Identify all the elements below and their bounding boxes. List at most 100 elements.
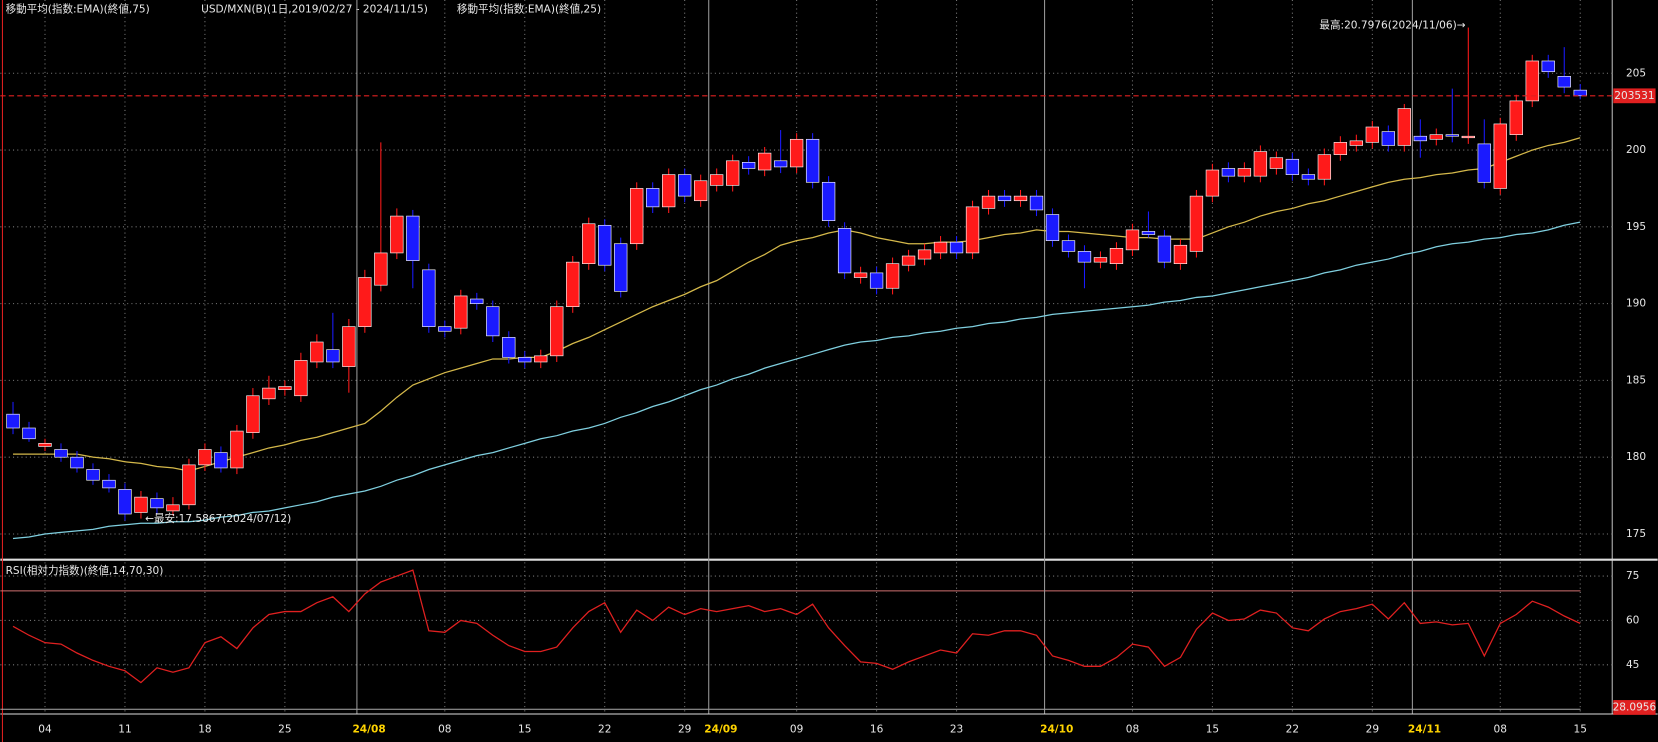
candle-body bbox=[662, 174, 676, 208]
candle-body bbox=[406, 215, 420, 261]
candle-body bbox=[949, 241, 964, 254]
candle-body bbox=[438, 326, 452, 332]
candle-body bbox=[1509, 100, 1523, 136]
candle-body bbox=[1173, 244, 1188, 265]
candle-body bbox=[54, 449, 68, 458]
candle-body bbox=[6, 413, 20, 429]
rsi-last-box bbox=[1613, 700, 1656, 715]
candle-body bbox=[789, 138, 804, 168]
candle-body bbox=[1301, 174, 1316, 180]
candle-body bbox=[853, 272, 868, 278]
candle-body bbox=[1269, 157, 1284, 169]
candle-body bbox=[310, 341, 324, 363]
candle-body bbox=[869, 272, 884, 289]
candle-body bbox=[566, 261, 580, 308]
low-note: ←最安:17.5867(2024/07/12) bbox=[145, 512, 291, 525]
x-tick-label: 24/08 bbox=[352, 723, 385, 735]
candle-body bbox=[1189, 195, 1204, 252]
candle-body bbox=[885, 263, 900, 289]
candle-body bbox=[166, 504, 180, 512]
candle-body bbox=[134, 496, 148, 513]
candle-body bbox=[646, 188, 660, 208]
candle-body bbox=[1045, 214, 1060, 241]
x-tick-label: 08 bbox=[1494, 723, 1507, 735]
candle-body bbox=[1461, 135, 1475, 139]
candle-body bbox=[518, 357, 532, 363]
x-tick-label: 22 bbox=[598, 723, 611, 735]
candle-body bbox=[230, 430, 244, 469]
x-tick-label: 08 bbox=[438, 723, 451, 735]
candle-body bbox=[390, 215, 404, 254]
high-note: 最高:20.7976(2024/11/06)→ bbox=[1319, 18, 1465, 31]
candle-body bbox=[22, 427, 36, 440]
candle-body bbox=[1093, 257, 1108, 263]
candle-body bbox=[182, 464, 196, 506]
ema75-legend: 移動平均(指数:EMA)(終値,75) bbox=[6, 3, 150, 16]
candle-body bbox=[710, 174, 724, 186]
candle-body bbox=[757, 152, 772, 171]
candle-body bbox=[342, 326, 356, 367]
candle-body bbox=[1333, 142, 1348, 155]
candle-body bbox=[454, 295, 468, 329]
candle-body bbox=[262, 387, 276, 400]
candle-body bbox=[1013, 195, 1028, 202]
candle-body bbox=[198, 449, 212, 466]
candle-body bbox=[614, 243, 628, 292]
y-tick-label: 205 bbox=[1626, 67, 1646, 79]
candle-body bbox=[294, 360, 308, 397]
y-tick-label: 190 bbox=[1626, 298, 1646, 310]
candle-body bbox=[1061, 240, 1076, 252]
ema25-legend: 移動平均(指数:EMA)(終値,25) bbox=[457, 3, 601, 16]
candle-body bbox=[837, 228, 852, 274]
candle-body bbox=[38, 443, 52, 447]
x-tick-label: 24/11 bbox=[1408, 723, 1441, 735]
x-tick-label: 09 bbox=[790, 723, 803, 735]
last-price-label: 203531 bbox=[1614, 90, 1654, 102]
candle-body bbox=[70, 456, 84, 469]
candle-body bbox=[1349, 140, 1364, 146]
x-tick-label: 15 bbox=[518, 723, 531, 735]
y-tick-label: 180 bbox=[1626, 451, 1646, 463]
x-tick-label: 15 bbox=[1206, 723, 1219, 735]
y2-tick-label: 60 bbox=[1626, 614, 1640, 626]
candle-body bbox=[118, 489, 132, 515]
candle-body bbox=[1253, 151, 1268, 177]
candle-body bbox=[102, 479, 116, 489]
y-tick-label: 175 bbox=[1626, 528, 1646, 540]
rsi-last-label: 28.0956 bbox=[1613, 701, 1657, 713]
x-tick-label: 29 bbox=[1366, 723, 1379, 735]
candle-body bbox=[997, 195, 1012, 202]
candle-body bbox=[1397, 108, 1411, 146]
candle-body bbox=[1077, 251, 1092, 263]
x-tick-label: 08 bbox=[1126, 723, 1139, 735]
candle-body bbox=[1365, 126, 1379, 143]
candle-body bbox=[86, 469, 100, 481]
candle-body bbox=[901, 255, 916, 266]
candle-body bbox=[550, 306, 564, 357]
candle-body bbox=[630, 188, 644, 245]
candle-body bbox=[1573, 89, 1587, 97]
candle-body bbox=[821, 181, 836, 222]
candle-body bbox=[374, 252, 388, 286]
y-tick-label: 195 bbox=[1626, 221, 1646, 233]
candle-body bbox=[1237, 168, 1252, 177]
candle-body bbox=[1125, 229, 1140, 251]
candle-body bbox=[1029, 195, 1044, 211]
x-tick-label: 04 bbox=[38, 723, 52, 735]
candle-body bbox=[1525, 60, 1539, 102]
candle-body bbox=[1429, 134, 1443, 140]
x-tick-label: 11 bbox=[118, 723, 131, 735]
chart-title: USD/MXN(B)(1日,2019/02/27 - 2024/11/15) bbox=[201, 4, 428, 16]
candle-body bbox=[422, 269, 436, 327]
candle-body bbox=[1317, 154, 1332, 180]
candle-body bbox=[358, 277, 372, 327]
candle-body bbox=[1493, 123, 1507, 189]
y2-tick-label: 75 bbox=[1626, 570, 1639, 582]
candle-body bbox=[1221, 168, 1236, 177]
candle-body bbox=[981, 195, 996, 209]
candle-body bbox=[598, 224, 612, 266]
x-tick-label: 29 bbox=[678, 723, 691, 735]
